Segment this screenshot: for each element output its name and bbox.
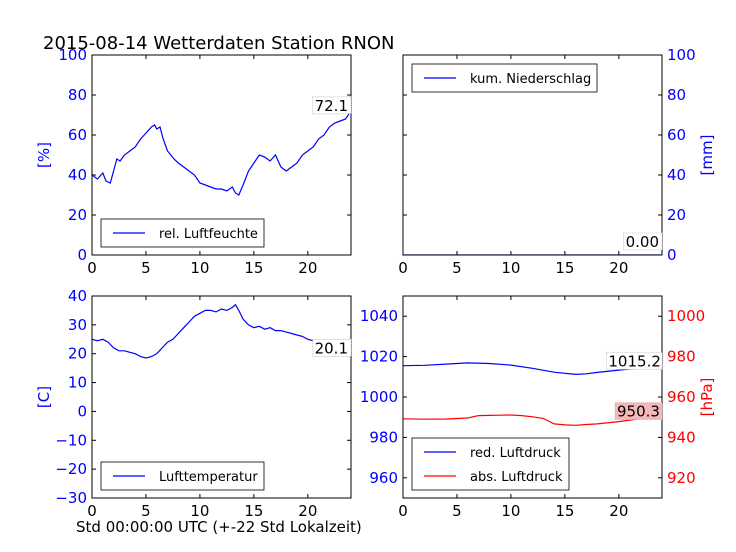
x-tick-label: 20 <box>298 259 317 277</box>
value-annotation-box <box>606 351 663 370</box>
y-tick-label: 0 <box>77 246 87 264</box>
value-annotation: 0.00 <box>626 233 659 251</box>
x-tick-label: 5 <box>452 502 462 520</box>
y-tick-label-right: 20 <box>667 206 686 224</box>
value-annotation: 950.3 <box>617 403 660 421</box>
y-axis-label: [C] <box>35 386 53 408</box>
y-tick-label: 20 <box>68 345 87 363</box>
series-line-lufttemperatur <box>92 303 351 359</box>
x-tick-label: 20 <box>609 502 628 520</box>
legend: rel. Luftfeuchte <box>100 218 265 248</box>
y-tick-label: 80 <box>68 86 87 104</box>
y-tick-label: 40 <box>68 287 87 305</box>
x-tick-label: 15 <box>555 502 574 520</box>
y-tick-label: −30 <box>55 489 87 507</box>
plot-frame <box>91 54 352 256</box>
y-tick-label: 0 <box>77 402 87 420</box>
value-annotation: 1015.2 <box>608 352 661 370</box>
y-tick-label: 40 <box>68 166 87 184</box>
x-tick-label: 15 <box>244 259 263 277</box>
x-tick-label: 10 <box>190 259 209 277</box>
x-tick-label: 5 <box>141 502 151 520</box>
series-line-rel-luftfeuchte <box>92 110 351 196</box>
x-tick-label: 0 <box>87 259 97 277</box>
x-tick-label: 15 <box>555 259 574 277</box>
y-tick-label-right: 1000 <box>667 307 705 325</box>
x-tick-label: 20 <box>298 502 317 520</box>
value-annotation: 20.1 <box>315 339 348 357</box>
value-annotation-box <box>623 232 663 251</box>
legend: red. Luftdruck abs. Luftdruck <box>411 437 570 491</box>
y-tick-label: −20 <box>55 460 87 478</box>
pressure-chart: 0 5 10 15 20 960 980 1000 1020 1040 920 940 960 980 10… <box>360 295 716 520</box>
x-tick-label: 0 <box>87 502 97 520</box>
figure-title: 2015-08-14 Wetterdaten Station RNON <box>43 33 394 54</box>
y-axis-label: [%] <box>35 142 53 168</box>
y-tick-label: 1040 <box>360 307 398 325</box>
humidity-chart: 0 5 10 15 20 0 20 40 60 80 100 [%] 72.1 rel. Luftfeuc… <box>35 46 352 277</box>
value-annotation: 72.1 <box>315 97 348 115</box>
y-tick-label: 30 <box>68 316 87 334</box>
figure-xlabel: Std 00:00:00 UTC (+-22 Std Lokalzeit) <box>76 518 362 536</box>
legend-label: red. Luftdruck <box>470 446 561 461</box>
y-tick-label-right: 960 <box>667 388 696 406</box>
x-tick-label: 20 <box>609 259 628 277</box>
y-tick-label: 980 <box>369 428 398 446</box>
x-tick-label: 0 <box>398 259 408 277</box>
y-tick-label-right: 0 <box>667 246 677 264</box>
value-annotation-box <box>312 96 352 115</box>
y-tick-label: 1000 <box>360 388 398 406</box>
y-axis-label: [hPa] <box>698 378 716 417</box>
x-tick-label: 5 <box>452 259 462 277</box>
y-tick-label-right: 40 <box>667 166 686 184</box>
y-tick-label-right: 940 <box>667 428 696 446</box>
x-tick-label: 10 <box>501 259 520 277</box>
value-annotation-box <box>614 402 663 420</box>
legend-label: abs. Luftdruck <box>470 470 563 485</box>
y-tick-label-right: 920 <box>667 469 696 487</box>
x-tick-label: 10 <box>501 502 520 520</box>
legend-label: kum. Niederschlag <box>470 72 591 87</box>
legend-box <box>411 437 570 491</box>
y-tick-label: 960 <box>369 469 398 487</box>
y-tick-label: 20 <box>68 206 87 224</box>
y-tick-label-right: 80 <box>667 86 686 104</box>
x-tick-label: 15 <box>244 502 263 520</box>
series-line-abs-luftdruck <box>403 414 662 426</box>
plot-frame <box>402 54 663 256</box>
legend-label: Lufttemperatur <box>159 470 258 485</box>
x-tick-label: 0 <box>398 502 408 520</box>
legend: kum. Niederschlag <box>411 63 598 93</box>
plot-frame <box>91 295 352 499</box>
y-tick-label: 60 <box>68 126 87 144</box>
temperature-chart: 0 5 10 15 20 −30 −20 −10 0 10 20 30 40 [C] 20.1 Lufttem… <box>35 287 352 520</box>
precipitation-chart: 0 5 10 15 20 0 20 40 60 80 100 [mm] 0.00 kum. Nieders… <box>398 46 716 277</box>
value-annotation-box <box>312 339 352 357</box>
y-tick-label: −10 <box>55 431 87 449</box>
x-tick-label: 10 <box>190 502 209 520</box>
x-tick-label: 5 <box>141 259 151 277</box>
y-tick-label-right: 100 <box>667 46 696 64</box>
y-tick-label: 10 <box>68 374 87 392</box>
y-tick-label: 1020 <box>360 348 398 366</box>
y-tick-label: 100 <box>58 46 87 64</box>
series-line-red-luftdruck <box>403 362 662 376</box>
y-tick-label-right: 980 <box>667 348 696 366</box>
legend-label: rel. Luftfeuchte <box>159 227 258 242</box>
y-tick-label-right: 60 <box>667 126 686 144</box>
y-axis-label: [mm] <box>698 135 716 176</box>
legend: Lufttemperatur <box>100 461 265 491</box>
